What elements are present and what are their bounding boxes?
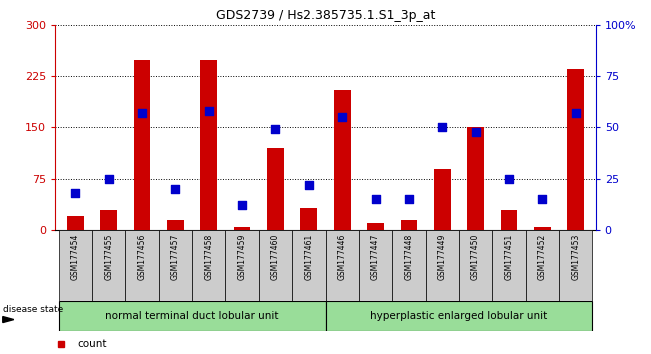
Text: disease state: disease state [3, 305, 63, 314]
Bar [392, 230, 426, 301]
Bar [167, 220, 184, 230]
Title: GDS2739 / Hs2.385735.1.S1_3p_at: GDS2739 / Hs2.385735.1.S1_3p_at [216, 9, 435, 22]
Bar [59, 301, 326, 331]
Text: hyperplastic enlarged lobular unit: hyperplastic enlarged lobular unit [370, 311, 547, 321]
Bar [501, 210, 518, 230]
Text: GSM177452: GSM177452 [538, 234, 547, 280]
Bar [92, 230, 126, 301]
Bar [259, 230, 292, 301]
Bar [359, 230, 392, 301]
Text: GSM177453: GSM177453 [571, 234, 580, 280]
Point [370, 196, 381, 202]
Bar [301, 208, 317, 230]
Bar [334, 90, 350, 230]
Bar [525, 230, 559, 301]
Bar [426, 230, 459, 301]
Text: GSM177447: GSM177447 [371, 234, 380, 280]
Bar [267, 148, 284, 230]
Bar [59, 230, 92, 301]
Text: count: count [77, 339, 107, 349]
Bar [100, 210, 117, 230]
Bar [225, 230, 259, 301]
Bar [492, 230, 525, 301]
Point [137, 110, 147, 116]
Bar [434, 169, 450, 230]
Point [170, 186, 180, 192]
Text: GSM177458: GSM177458 [204, 234, 214, 280]
Point [204, 108, 214, 114]
Text: normal terminal duct lobular unit: normal terminal duct lobular unit [105, 311, 279, 321]
Point [70, 190, 81, 196]
Point [104, 176, 114, 182]
Polygon shape [3, 316, 14, 322]
Bar [67, 216, 84, 230]
Bar [326, 230, 359, 301]
Point [504, 176, 514, 182]
Text: GSM177450: GSM177450 [471, 234, 480, 280]
Text: GSM177455: GSM177455 [104, 234, 113, 280]
Point [237, 202, 247, 208]
Text: GSM177460: GSM177460 [271, 234, 280, 280]
Bar [133, 61, 150, 230]
Bar [234, 227, 251, 230]
Text: GSM177446: GSM177446 [338, 234, 347, 280]
Point [270, 127, 281, 132]
Bar [534, 227, 551, 230]
Bar [201, 60, 217, 230]
Text: GSM177461: GSM177461 [304, 234, 313, 280]
Point [537, 196, 547, 202]
Text: GSM177459: GSM177459 [238, 234, 247, 280]
Bar [400, 220, 417, 230]
Bar [159, 230, 192, 301]
Bar [467, 127, 484, 230]
Text: GSM177451: GSM177451 [505, 234, 514, 280]
Bar [192, 230, 225, 301]
Point [337, 114, 348, 120]
Text: GSM177457: GSM177457 [171, 234, 180, 280]
Point [570, 110, 581, 116]
Text: GSM177448: GSM177448 [404, 234, 413, 280]
Bar [559, 230, 592, 301]
Bar [126, 230, 159, 301]
Bar [459, 230, 492, 301]
Bar [326, 301, 592, 331]
Text: GSM177454: GSM177454 [71, 234, 80, 280]
Bar [367, 223, 384, 230]
Bar [567, 69, 584, 230]
Point [471, 129, 481, 135]
Point [303, 182, 314, 188]
Text: GSM177456: GSM177456 [137, 234, 146, 280]
Point [437, 125, 447, 130]
Bar [292, 230, 326, 301]
Point [404, 196, 414, 202]
Text: GSM177449: GSM177449 [437, 234, 447, 280]
